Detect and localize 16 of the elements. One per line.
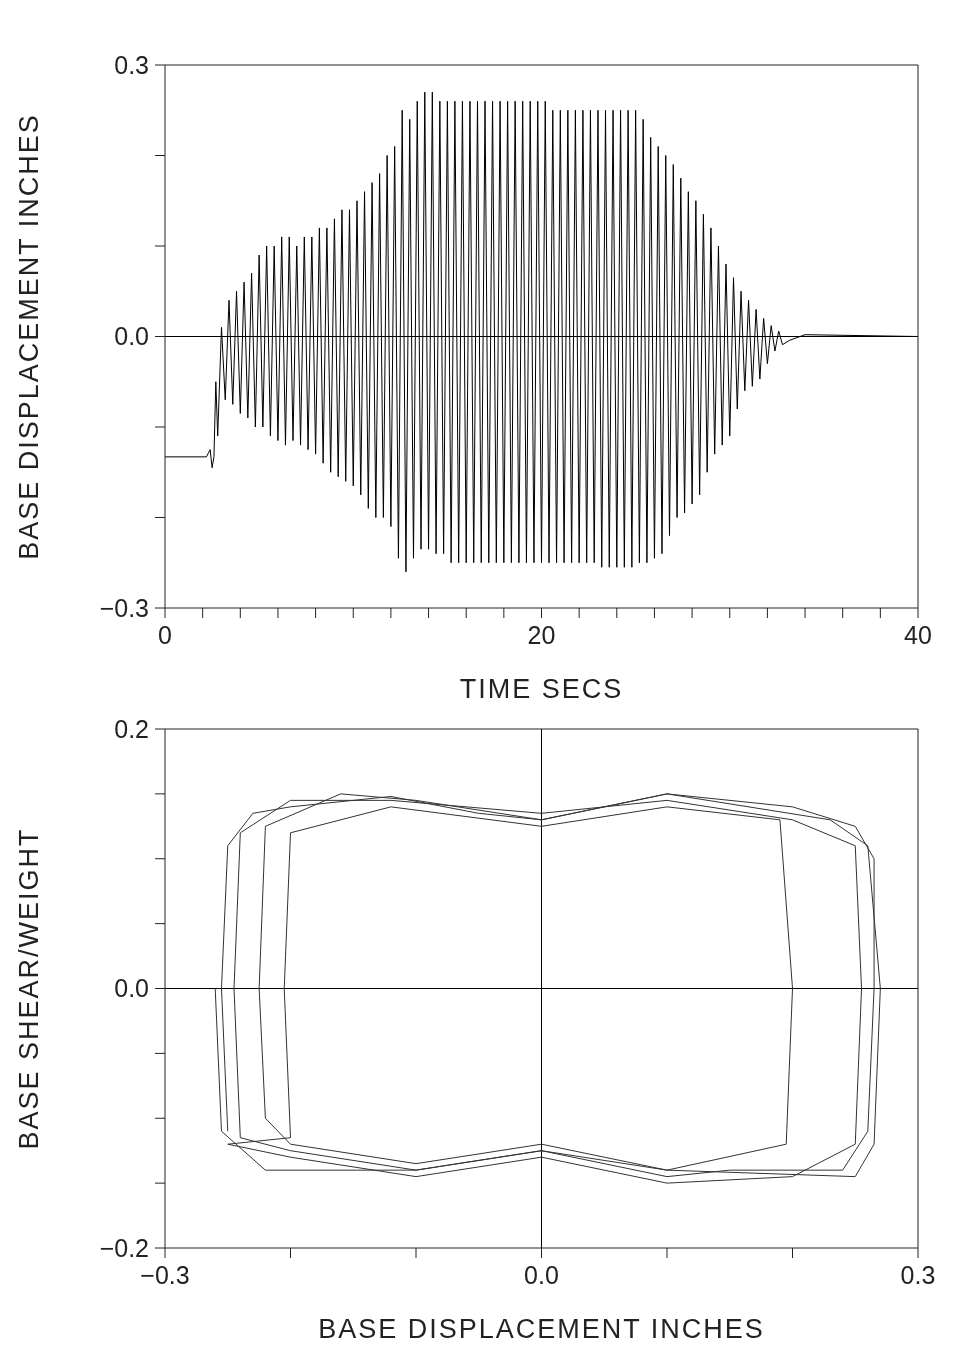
y-tick-label: 0.0 <box>114 322 149 351</box>
y-tick-label: 0.3 <box>114 50 149 79</box>
x-axis-title: TIME SECS <box>459 674 624 704</box>
x-tick-label: −0.3 <box>140 1260 190 1289</box>
y-tick-label: 0.2 <box>114 714 149 743</box>
x-axis-title: BASE DISPLACEMENT INCHES <box>318 1314 765 1344</box>
y-tick-label: 0.0 <box>114 974 149 1003</box>
x-tick-label: 20 <box>527 620 556 649</box>
y-axis-title: BASE SHEAR/WEIGHT <box>13 827 44 1150</box>
x-tick-label: 0.3 <box>900 1260 936 1289</box>
x-tick-label: 40 <box>904 620 932 649</box>
y-tick-label: −0.2 <box>99 1233 149 1262</box>
x-tick-label: 0.0 <box>524 1260 559 1289</box>
y-axis-title: BASE DISPLACEMENT INCHES <box>13 113 44 560</box>
y-tick-label: −0.3 <box>99 593 149 622</box>
x-tick-label: 0 <box>158 620 172 649</box>
